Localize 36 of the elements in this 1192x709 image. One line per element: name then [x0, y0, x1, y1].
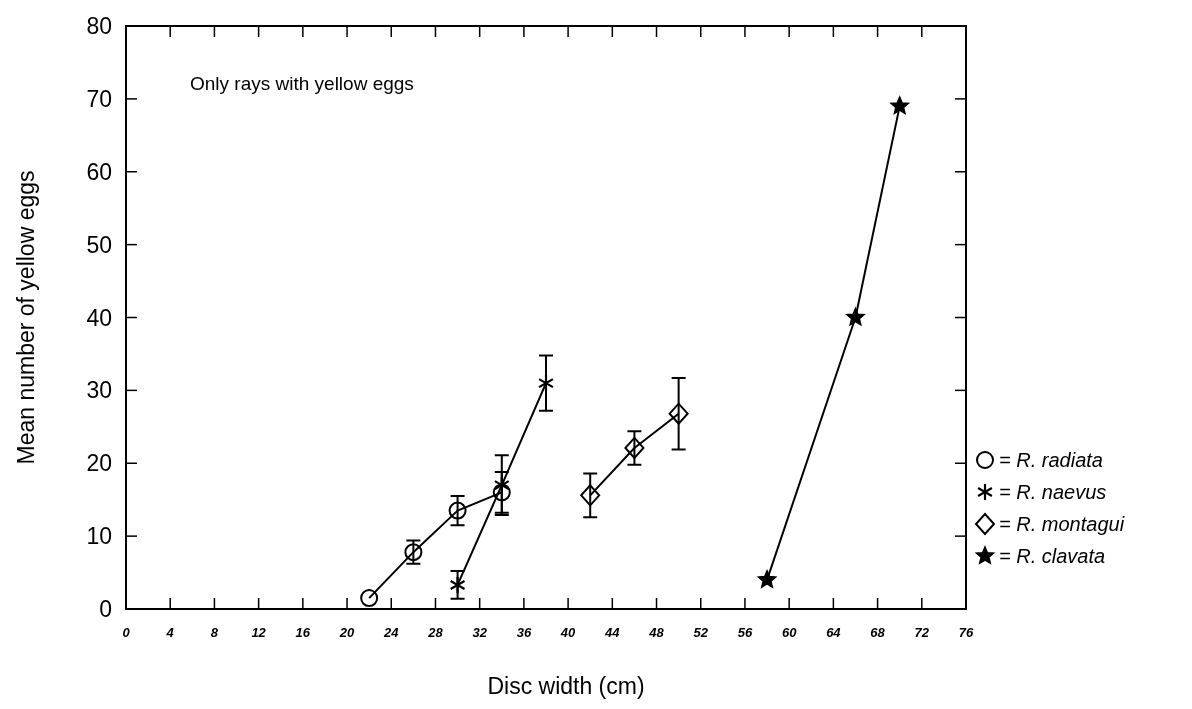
x-tick-label: 32 — [472, 625, 488, 640]
x-tick-label: 44 — [604, 625, 621, 640]
legend-label: = R. montagui — [999, 513, 1125, 535]
x-tick-label: 8 — [210, 625, 219, 640]
legend-label: = R. radiata — [999, 449, 1103, 471]
x-tick-label: 4 — [165, 625, 175, 640]
x-tick-label: 36 — [516, 625, 532, 640]
y-tick-label: 40 — [86, 304, 112, 331]
x-tick-label: 72 — [914, 625, 930, 640]
y-tick-label: 30 — [86, 377, 112, 404]
y-tick-label: 80 — [86, 13, 112, 39]
x-tick-label: 0 — [122, 625, 131, 640]
y-tick-label: 50 — [86, 231, 112, 258]
x-tick-label: 76 — [958, 625, 974, 640]
legend-label: = R. naevus — [999, 481, 1107, 503]
y-tick-label: 60 — [86, 158, 112, 185]
x-tick-label: 56 — [737, 625, 753, 640]
x-axis-title: Disc width (cm) — [487, 673, 645, 699]
x-tick-label: 28 — [427, 625, 444, 640]
x-tick-label: 40 — [559, 625, 577, 640]
x-tick-label: 24 — [383, 625, 400, 640]
annotation: Only rays with yellow eggs — [190, 73, 414, 94]
x-tick-label: 16 — [295, 625, 311, 640]
y-tick-label: 70 — [86, 85, 112, 112]
y-tick-label: 20 — [86, 450, 112, 477]
x-tick-label: 68 — [870, 625, 886, 640]
x-tick-label: 12 — [251, 625, 267, 640]
x-tick-label: 64 — [826, 625, 842, 640]
x-tick-label: 48 — [648, 625, 665, 640]
x-tick-label: 60 — [781, 625, 798, 640]
x-tick-label: 52 — [693, 625, 709, 640]
y-tick-label: 0 — [99, 596, 112, 622]
legend-label: = R. clavata — [999, 545, 1106, 567]
x-tick-label: 20 — [338, 625, 356, 640]
y-axis-title: Mean number of yellow eggs — [13, 170, 39, 465]
y-tick-label: 10 — [86, 523, 112, 550]
